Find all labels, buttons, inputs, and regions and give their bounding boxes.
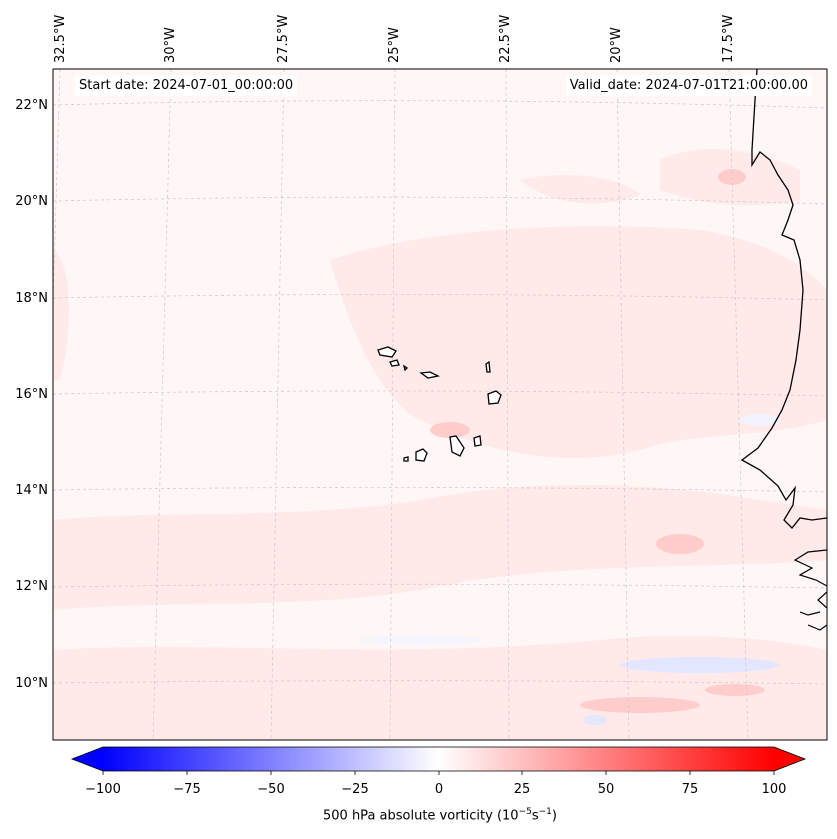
colorbar-tick: 50	[597, 782, 615, 797]
start-date-label: Start date: 2024-07-01_00:00:00	[75, 75, 298, 96]
colorbar-tick: −50	[257, 782, 285, 797]
lat-label-22n: 22°N	[15, 98, 48, 113]
colorbar-label: 500 hPa absolute vorticity (10−5s−1)	[323, 807, 557, 824]
colorbar-tick: 25	[513, 782, 531, 797]
colorbar	[70, 746, 807, 775]
lat-label-18n: 18°N	[15, 291, 48, 306]
lat-label-12n: 12°N	[15, 579, 48, 594]
graticule	[53, 69, 827, 740]
cape-verde-islands	[377, 346, 502, 462]
vorticity-field	[53, 149, 827, 740]
colorbar-tick: −100	[85, 782, 121, 797]
colorbar-tick: 100	[761, 782, 787, 797]
colorbar-tick: −75	[173, 782, 201, 797]
colorbar-tick: −25	[341, 782, 369, 797]
map-frame	[52, 68, 828, 741]
lat-label-16n: 16°N	[15, 387, 48, 402]
lat-label-20n: 20°N	[15, 194, 48, 209]
valid-date-label: Valid_date: 2024-07-01T21:00:00.00	[565, 75, 812, 96]
lat-label-14n: 14°N	[15, 483, 48, 498]
negative-vorticity	[360, 414, 780, 725]
lat-label-10n: 10°N	[15, 676, 48, 691]
africa-coastline-south	[793, 549, 827, 631]
africa-coastline	[740, 69, 827, 529]
colorbar-tick: 0	[434, 782, 444, 797]
colorbar-tick: 75	[681, 782, 699, 797]
